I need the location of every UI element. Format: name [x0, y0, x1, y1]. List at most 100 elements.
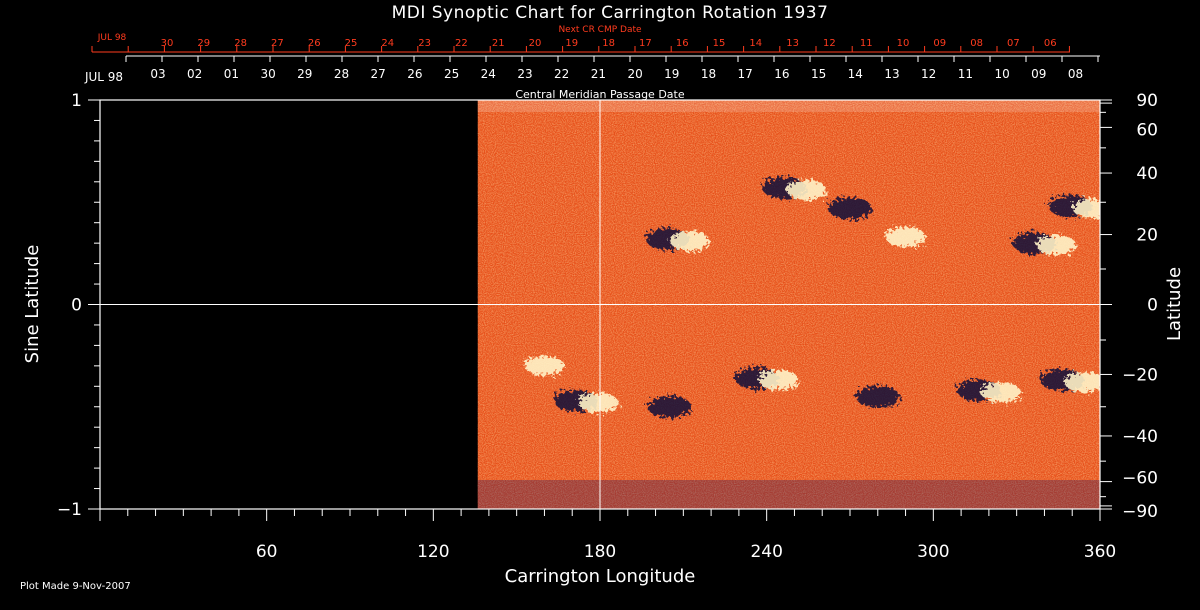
- negative-polarity-patch: [647, 395, 692, 418]
- latitude-axis: 90 60 40 20 0 −20 −40 −60 −90: [1100, 91, 1158, 522]
- cmp-date: 15: [811, 67, 826, 81]
- active-region: [734, 367, 799, 391]
- negative-polarity-patch: [855, 385, 900, 408]
- next-cr-label: Next CR CMP Date: [558, 25, 642, 35]
- cmp-date: 29: [297, 67, 312, 81]
- next-cr-date: 15: [713, 38, 726, 49]
- lat-tick-label: −40: [1122, 427, 1158, 447]
- active-region: [1048, 195, 1100, 219]
- cmp-date: 28: [334, 67, 349, 81]
- x-tick-label: 240: [750, 542, 782, 562]
- next-cr-axis: 30 29 28 27 26 25 24 23 22 21 20 19 18 17 16 15 14 13 12 11…: [91, 38, 1070, 53]
- cmp-month: JUL 98: [84, 70, 123, 84]
- positive-polarity-patch: [1064, 372, 1100, 393]
- x-tick-label: 60: [256, 542, 278, 562]
- active-region: [554, 389, 619, 413]
- next-cr-date: 17: [639, 38, 652, 49]
- cmp-date: 22: [554, 67, 569, 81]
- next-cr-date: 27: [271, 38, 284, 49]
- next-cr-date: 06: [1044, 38, 1057, 49]
- next-cr-date: 23: [418, 38, 431, 49]
- active-region: [762, 176, 827, 200]
- lat-tick-label: 40: [1136, 164, 1158, 184]
- active-region: [1040, 369, 1100, 393]
- next-cr-month: JUL 98: [97, 33, 127, 43]
- y-axis-label-left: Sine Latitude: [22, 245, 43, 364]
- sine-latitude-axis: 1 0 −1: [57, 91, 100, 520]
- next-cr-date: 09: [933, 38, 946, 49]
- active-region: [647, 395, 692, 418]
- cmp-date: 23: [517, 67, 532, 81]
- lat-tick-label: −60: [1122, 469, 1158, 489]
- positive-polarity-patch: [524, 355, 565, 376]
- cmp-date: 13: [884, 67, 899, 81]
- active-regions: [524, 176, 1100, 418]
- positive-polarity-patch: [885, 226, 926, 247]
- next-cr-date: 29: [197, 38, 210, 49]
- next-cr-date: 14: [749, 38, 762, 49]
- positive-polarity-patch: [1072, 198, 1100, 219]
- x-tick-label: 120: [417, 542, 449, 562]
- lat-tick-label: 60: [1136, 120, 1158, 140]
- next-cr-date: 12: [823, 38, 836, 49]
- positive-polarity-patch: [786, 179, 827, 200]
- x-axis-label: Carrington Longitude: [505, 566, 696, 587]
- cmp-date: 09: [1031, 67, 1046, 81]
- cmp-date: 27: [371, 67, 386, 81]
- lat-tick-label: −90: [1122, 502, 1158, 522]
- x-tick-label: 360: [1084, 542, 1116, 562]
- next-cr-date: 18: [602, 38, 615, 49]
- positive-polarity-patch: [758, 370, 799, 391]
- active-region: [885, 226, 926, 247]
- next-cr-date: 10: [897, 38, 910, 49]
- cmp-date: 02: [187, 67, 202, 81]
- cmp-date: 24: [481, 67, 496, 81]
- cmp-date: 16: [774, 67, 789, 81]
- next-cr-date: 24: [381, 38, 394, 49]
- active-region: [1012, 232, 1077, 256]
- lat-tick-label: 0: [1147, 296, 1158, 316]
- active-region: [524, 355, 565, 376]
- x-tick-label: 180: [584, 542, 616, 562]
- next-cr-date: 26: [308, 38, 321, 49]
- cmp-date: 17: [738, 67, 753, 81]
- negative-polarity-patch: [828, 197, 872, 220]
- cmp-axis-label: Central Meridian Passage Date: [515, 88, 684, 101]
- north-polar-noise: [477, 100, 1100, 112]
- next-cr-date: 11: [860, 38, 873, 49]
- longitude-axis: 60 120 180 240 300 360: [99, 509, 1116, 562]
- south-polar-noise: [477, 480, 1100, 509]
- next-cr-date: 22: [455, 38, 468, 49]
- cmp-date: 30: [260, 67, 275, 81]
- y-axis-label-right: Latitude: [1164, 267, 1185, 341]
- next-cr-date: 16: [676, 38, 689, 49]
- cmp-date: 18: [701, 67, 716, 81]
- next-cr-date: 13: [786, 38, 799, 49]
- cmp-date: 20: [627, 67, 642, 81]
- positive-polarity-patch: [1036, 235, 1077, 256]
- active-region: [956, 379, 1021, 403]
- cmp-date: 08: [1068, 67, 1083, 81]
- y-tick-label: 0: [71, 296, 82, 316]
- next-cr-date: 28: [234, 38, 247, 49]
- next-cr-date: 30: [161, 38, 174, 49]
- chart-title: MDI Synoptic Chart for Carrington Rotati…: [392, 3, 829, 23]
- cmp-date: 03: [150, 67, 165, 81]
- next-cr-date: 08: [970, 38, 983, 49]
- lat-tick-label: 90: [1136, 91, 1158, 111]
- cmp-date: 01: [224, 67, 239, 81]
- cmp-date-axis: 03 02 01 30 29 28 27 26 25 24 23 22 21 20 19 18 17 16 15 14…: [125, 55, 1100, 81]
- cmp-date: 25: [444, 67, 459, 81]
- positive-polarity-patch: [578, 392, 619, 413]
- active-region: [855, 385, 900, 408]
- y-tick-label: 1: [71, 91, 82, 111]
- cmp-date: 21: [591, 67, 606, 81]
- cmp-date: 26: [407, 67, 422, 81]
- cmp-date: 11: [958, 67, 973, 81]
- cmp-date: 10: [994, 67, 1009, 81]
- active-region: [645, 228, 710, 252]
- next-cr-date: 19: [565, 38, 578, 49]
- y-tick-label: −1: [57, 500, 82, 520]
- lat-tick-label: 20: [1136, 226, 1158, 246]
